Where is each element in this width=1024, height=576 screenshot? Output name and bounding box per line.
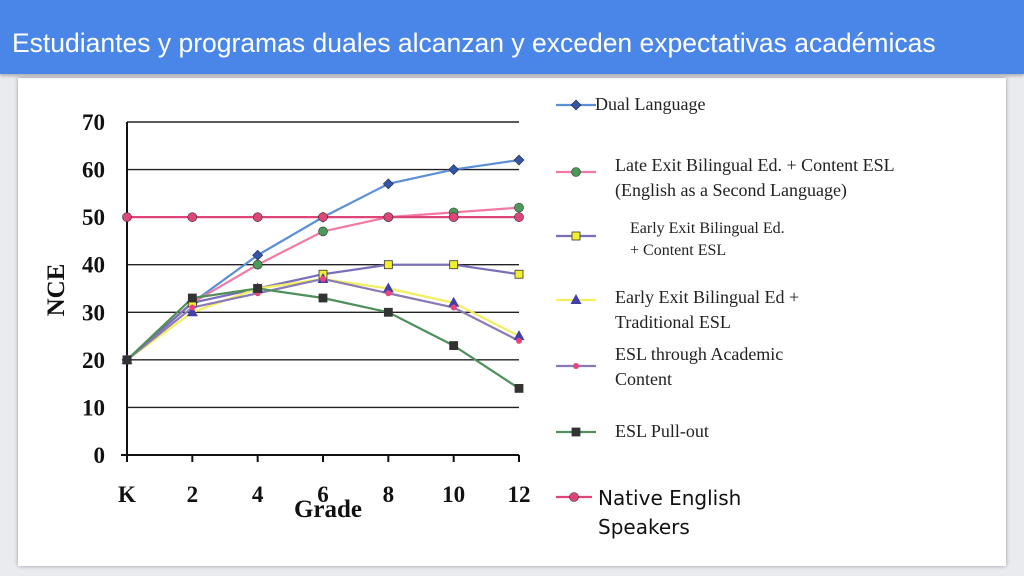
series-2-point-6 [514,269,524,279]
x-tick-label-12: 12 [508,482,531,507]
series-6-point-5 [448,212,459,222]
series-2-point-5 [449,260,459,270]
series-1-point-2 [252,259,263,270]
series-4-point-6 [516,337,522,344]
series-6-point-4 [383,212,394,222]
legend-marker-1 [571,167,581,177]
series-5-point-2 [253,284,263,293]
legend-label-6-1: Speakers [598,515,690,539]
y-tick-label-50: 50 [82,205,105,230]
series-6-point-1 [187,212,198,222]
legend-label-4-1: Content [615,369,672,389]
series-1-point-6 [514,202,524,213]
series-5-point-4 [383,307,393,317]
series-0-point-4 [382,178,394,190]
series-6-point-0 [122,212,132,222]
series-5-point-0 [122,355,132,365]
series-6-point-6 [514,212,524,222]
legend-marker-6 [569,492,579,502]
series-4-point-3 [320,275,326,282]
legend-marker-5 [571,427,581,437]
legend-label-0-0: Dual Language [595,94,705,114]
y-tick-labels: 0 10 20 30 40 50 60 70 [82,110,105,468]
grid [121,121,520,462]
series-0-point-5 [448,164,460,175]
y-tick-label-20: 20 [82,348,105,373]
series-6-point-2 [252,212,263,222]
legend-marker-4 [573,363,579,369]
y-tick-label-40: 40 [82,253,105,278]
legend-label-3-1: Traditional ESL [615,312,731,332]
series-0-point-6 [513,154,525,166]
legend-label-6-0: Native English [598,486,741,510]
series-5-point-6 [514,383,524,393]
series-line-5 [126,287,520,390]
x-tick-label-K: K [118,482,136,507]
series-line-3 [126,277,520,361]
x-tick-label-4: 4 [252,482,264,507]
legend-label-1-1: (English as a Second Language) [615,180,847,201]
x-tick-label-10: 10 [442,482,465,507]
legend-label-2-1: + Content ESL [630,242,726,259]
title-bar: Estudiantes y programas duales alcanzan … [0,0,1024,74]
series-2-point-4 [383,260,393,270]
y-tick-label-60: 60 [82,158,105,183]
y-tick-label-70: 70 [82,110,105,135]
y-tick-label-10: 10 [82,395,105,420]
x-tick-label-6: 6 [317,482,329,507]
legend-label-3-0: Early Exit Bilingual Ed + [615,287,799,307]
legend-label-2-0: Early Exit Bilingual Ed. [630,220,785,237]
y-tick-label-30: 30 [82,300,105,325]
series-1-point-3 [318,226,328,237]
legend-label-1-0: Late Exit Bilingual Ed. + Content ESL [615,155,895,175]
x-tick-label-2: 2 [187,482,199,507]
series-5-point-1 [187,293,197,303]
series-line-0 [126,158,520,361]
legend-label-5-0: ESL Pull-out [615,421,709,441]
y-tick-label-0: 0 [94,443,106,468]
legend-marker-2 [571,231,581,241]
chart-panel [18,78,1006,566]
x-tick-label-8: 8 [383,482,395,507]
y-axis-label: NCE [43,264,70,317]
series-4-point-1 [189,304,196,311]
legend: Dual Language Late Exit Bilingual Ed. + C… [556,94,895,539]
series-line-4 [126,277,520,361]
series-5-point-3 [318,293,328,303]
series-6-point-3 [318,212,328,222]
series-markers [121,154,525,393]
series-4-point-5 [450,304,457,311]
x-axis-label: Grade [294,496,362,523]
x-tick-labels: K 2 4 6 8 10 12 [118,482,530,507]
series-3-point-1 [186,306,198,317]
series-3-point-5 [448,296,460,307]
series-3-point-6 [513,330,525,341]
series-3-point-4 [382,282,394,293]
legend-label-4-0: ESL through Academic [615,344,783,364]
legend-marker-3 [570,294,582,304]
slide-title: Estudiantes y programas duales alcanzan … [12,28,936,58]
series-5-point-5 [449,341,459,350]
series-4-point-4 [385,290,392,297]
legend-marker-0 [570,99,582,111]
